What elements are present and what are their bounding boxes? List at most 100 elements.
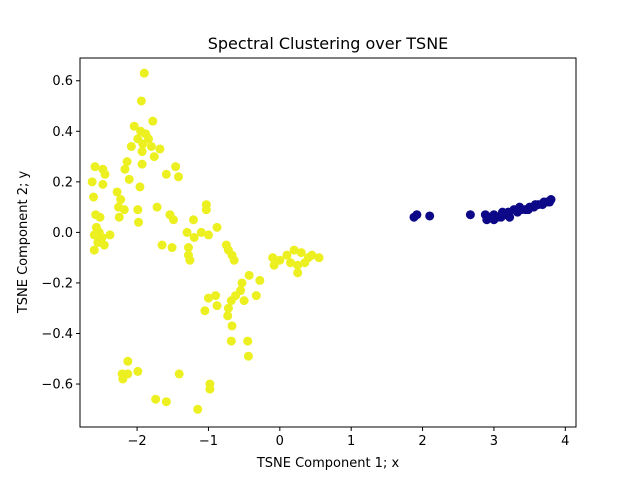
x-tick-label: 1	[347, 434, 355, 449]
cluster-0-point-41	[134, 217, 144, 227]
x-axis-label: TSNE Component 1; x	[256, 456, 400, 471]
cluster-0-point-77	[293, 268, 303, 278]
cluster-0-point-17	[120, 164, 130, 174]
cluster-0-point-96	[123, 356, 133, 366]
x-tick-label: 0	[276, 434, 284, 449]
cluster-0-point-0	[139, 68, 149, 78]
cluster-0-point-19	[90, 162, 100, 172]
cluster-0-point-85	[239, 296, 249, 306]
cluster-0-point-105	[161, 397, 171, 407]
cluster-0-point-45	[89, 230, 99, 240]
cluster-0-point-31	[152, 202, 162, 212]
cluster-0-point-32	[119, 205, 129, 215]
cluster-0-point-84	[211, 291, 221, 301]
cluster-0-point-54	[99, 240, 109, 250]
cluster-0-point-94	[243, 336, 253, 346]
cluster-1-point-26	[523, 205, 533, 215]
cluster-0-point-89	[212, 301, 222, 311]
cluster-0-point-49	[182, 227, 192, 237]
cluster-0-point-64	[229, 255, 239, 265]
x-tick-label: −1	[199, 434, 218, 449]
cluster-1-point-29	[545, 197, 555, 207]
cluster-0-point-40	[114, 212, 124, 222]
cluster-0-point-104	[151, 394, 161, 404]
cluster-0-point-99	[133, 366, 143, 376]
cluster-0-point-100	[174, 369, 184, 379]
cluster-0-point-65	[289, 245, 299, 255]
cluster-0-point-76	[269, 260, 279, 270]
cluster-1-point-2	[425, 211, 435, 221]
cluster-1-point-3	[465, 210, 475, 220]
cluster-0-point-15	[137, 159, 147, 169]
cluster-0-point-51	[203, 230, 213, 240]
y-axis-ticks: −0.6 −0.4 −0.2 0.0 0.2 0.4 0.6	[41, 74, 80, 393]
cluster-0-point-11	[155, 144, 165, 154]
cluster-0-point-20	[100, 169, 110, 179]
cluster-0-point-33	[133, 205, 143, 215]
cluster-0-point-21	[161, 169, 171, 179]
cluster-0-point-75	[293, 260, 303, 270]
cluster-0-point-42	[188, 215, 198, 225]
cluster-0-point-79	[255, 275, 265, 285]
cluster-0-point-39	[168, 215, 178, 225]
y-tick-label: 0.4	[52, 125, 73, 140]
cluster-0-point-95	[243, 351, 253, 361]
x-tick-label: −2	[128, 434, 147, 449]
y-tick-label: −0.2	[41, 276, 73, 291]
cluster-0-point-88	[223, 303, 233, 313]
cluster-0-point-78	[244, 270, 254, 280]
y-tick-label: −0.4	[41, 327, 73, 342]
cluster-1-point-27	[530, 200, 540, 210]
x-tick-label: 2	[418, 434, 426, 449]
y-tick-label: 0.6	[52, 74, 73, 89]
cluster-0-point-62	[185, 255, 195, 265]
cluster-0-point-58	[183, 243, 193, 253]
cluster-0-point-25	[98, 179, 108, 189]
cluster-0-point-91	[223, 311, 233, 321]
y-tick-label: 0.0	[52, 226, 73, 241]
y-tick-label: 0.2	[52, 175, 73, 190]
cluster-0-point-52	[189, 232, 199, 242]
x-axis-ticks: −2 −1 0 1 2 3 4	[128, 427, 569, 449]
cluster-0-point-27	[112, 187, 122, 197]
cluster-0-point-93	[226, 336, 236, 346]
cluster-0-point-1	[136, 96, 146, 106]
cluster-0-point-10	[146, 141, 156, 151]
cluster-0-point-103	[205, 384, 215, 394]
cluster-0-point-56	[157, 240, 167, 250]
cluster-0-point-22	[124, 174, 134, 184]
points-layer	[87, 68, 556, 414]
plot-frame	[79, 57, 577, 428]
cluster-0-point-26	[135, 182, 145, 192]
cluster-0-point-8	[126, 141, 136, 151]
cluster-0-point-69	[282, 250, 292, 260]
cluster-0-point-71	[286, 258, 296, 268]
cluster-0-point-86	[226, 296, 236, 306]
cluster-0-point-50	[196, 227, 206, 237]
cluster-1-point-24	[497, 207, 507, 217]
cluster-0-point-9	[138, 139, 148, 149]
cluster-0-point-68	[314, 253, 324, 263]
cluster-0-point-29	[116, 195, 126, 205]
y-axis-label: TSNE Component 2; y	[16, 171, 31, 315]
cluster-0-point-35	[201, 205, 211, 215]
chart-title: Spectral Clustering over TSNE	[208, 34, 449, 53]
y-tick-label: −0.6	[41, 378, 73, 393]
cluster-1-point-23	[489, 210, 499, 220]
x-tick-label: 3	[490, 434, 498, 449]
cluster-0-point-83	[251, 291, 261, 301]
cluster-0-point-23	[173, 172, 183, 182]
cluster-0-point-13	[149, 152, 159, 162]
cluster-0-point-24	[87, 177, 97, 187]
cluster-0-point-16	[171, 162, 181, 172]
cluster-0-point-90	[200, 306, 210, 316]
cluster-0-point-101	[118, 374, 128, 384]
cluster-0-point-28	[89, 192, 99, 202]
cluster-0-point-70	[268, 253, 278, 263]
cluster-0-point-55	[89, 245, 99, 255]
cluster-1-point-12	[505, 212, 515, 222]
cluster-0-point-92	[227, 321, 237, 331]
cluster-0-point-3	[129, 121, 139, 131]
cluster-0-point-14	[122, 157, 132, 167]
